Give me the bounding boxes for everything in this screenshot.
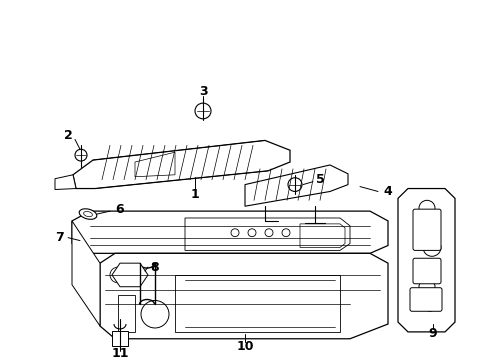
Polygon shape: [73, 140, 289, 189]
Polygon shape: [112, 331, 128, 346]
Text: 8: 8: [150, 261, 159, 274]
Circle shape: [419, 221, 433, 235]
Polygon shape: [244, 165, 347, 206]
Circle shape: [418, 200, 434, 216]
Text: 4: 4: [383, 185, 391, 198]
FancyBboxPatch shape: [412, 258, 440, 284]
Circle shape: [110, 267, 126, 283]
Text: 7: 7: [56, 231, 64, 244]
Circle shape: [141, 301, 169, 328]
Text: 11: 11: [111, 347, 128, 360]
Polygon shape: [118, 294, 135, 332]
Circle shape: [264, 229, 272, 237]
Circle shape: [421, 259, 437, 275]
Polygon shape: [135, 152, 175, 177]
Text: 5: 5: [315, 173, 324, 186]
Circle shape: [247, 229, 256, 237]
Text: 6: 6: [116, 203, 124, 216]
Polygon shape: [72, 211, 387, 253]
Polygon shape: [55, 175, 76, 189]
Ellipse shape: [79, 209, 97, 219]
Polygon shape: [397, 189, 454, 332]
Circle shape: [75, 149, 87, 161]
FancyBboxPatch shape: [412, 209, 440, 251]
Circle shape: [230, 229, 239, 237]
Circle shape: [287, 178, 302, 192]
Polygon shape: [72, 221, 100, 326]
Circle shape: [282, 229, 289, 237]
Circle shape: [422, 239, 440, 256]
Text: 10: 10: [236, 340, 253, 353]
Circle shape: [422, 297, 436, 311]
Text: 2: 2: [63, 129, 72, 142]
Text: 9: 9: [428, 327, 436, 340]
Ellipse shape: [83, 211, 92, 217]
Polygon shape: [112, 263, 148, 287]
Circle shape: [418, 279, 434, 294]
FancyBboxPatch shape: [409, 288, 441, 311]
Polygon shape: [100, 253, 387, 339]
Text: 1: 1: [190, 188, 199, 201]
Text: 3: 3: [198, 85, 207, 98]
Circle shape: [195, 103, 210, 119]
Polygon shape: [175, 275, 339, 332]
Polygon shape: [184, 218, 349, 251]
Polygon shape: [299, 224, 345, 247]
